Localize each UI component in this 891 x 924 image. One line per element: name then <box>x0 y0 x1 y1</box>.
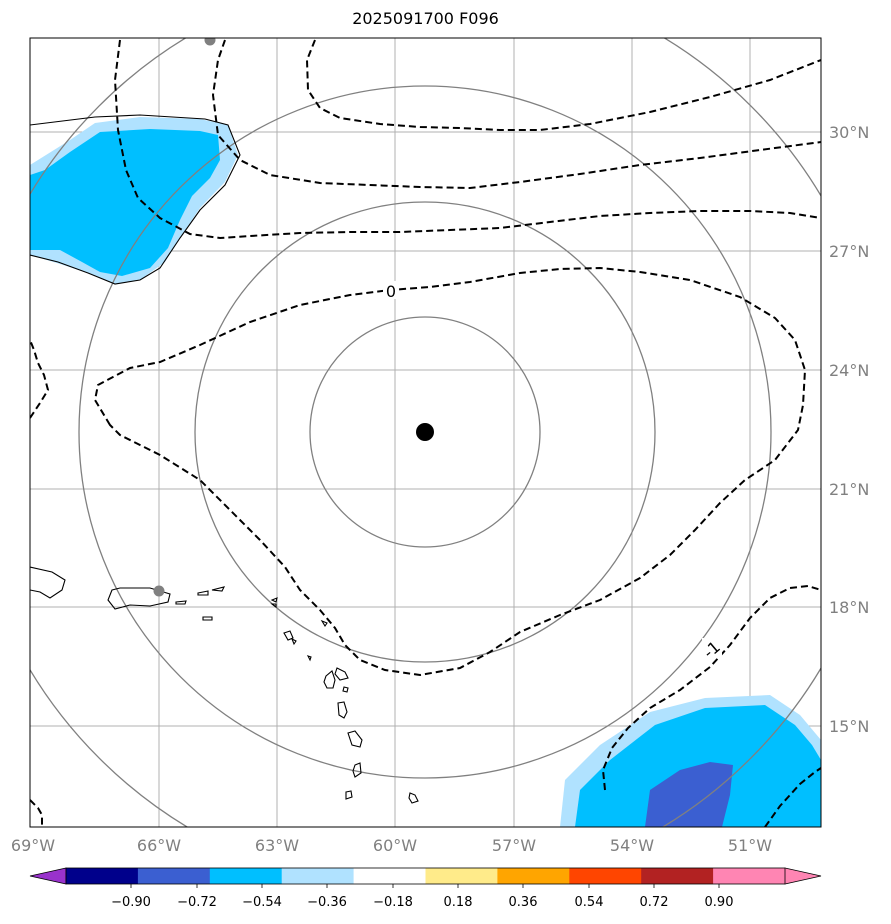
city-marker-bermuda <box>204 38 216 46</box>
plot-title: 2025091700 F096 <box>352 9 499 28</box>
colorbar-segment <box>713 868 786 884</box>
colorbar-segment <box>281 868 355 884</box>
colorbar-tick-label: 0.36 <box>509 895 538 910</box>
colorbar-ticks <box>130 884 720 888</box>
colorbar: −0.90 −0.72 −0.54 −0.36 −0.18 0.18 0.36 … <box>29 867 822 910</box>
colorbar-tick-labels: −0.90 −0.72 −0.54 −0.36 −0.18 0.18 0.36 … <box>111 895 733 910</box>
lat-label: 21°N <box>829 480 869 499</box>
colorbar-segment <box>209 868 283 884</box>
coastlines <box>30 114 419 804</box>
colorbar-tick-label: 0.90 <box>705 895 734 910</box>
lat-label: 15°N <box>829 717 869 736</box>
colorbar-extension-high <box>784 867 822 885</box>
lon-label: 69°W <box>11 836 55 855</box>
lon-label: 57°W <box>492 836 536 855</box>
map-frame <box>29 37 822 828</box>
longitude-labels: 69°W 66°W 63°W 60°W 57°W 54°W 51°W <box>11 836 772 855</box>
colorbar-segment <box>137 868 211 884</box>
colorbar-tick-label: 0.18 <box>444 895 473 910</box>
storm-center-marker <box>416 423 434 441</box>
lon-label: 60°W <box>373 836 417 855</box>
colorbar-segment <box>569 868 642 884</box>
lon-label: 54°W <box>610 836 654 855</box>
lon-label: 51°W <box>728 836 772 855</box>
lat-label: 30°N <box>829 123 869 142</box>
colorbar-tick-label: −0.54 <box>242 895 282 910</box>
colorbar-tick-label: −0.90 <box>111 895 151 910</box>
lat-label: 18°N <box>829 598 869 617</box>
contour-label-zero: 0 <box>386 282 396 301</box>
lat-label: 24°N <box>829 361 869 380</box>
shaded-anomaly-regions <box>30 117 821 827</box>
colorbar-extension-low <box>29 867 67 885</box>
colorbar-segment <box>425 868 498 884</box>
colorbar-segment <box>66 868 139 884</box>
colorbar-segment <box>641 868 714 884</box>
lon-label: 66°W <box>137 836 181 855</box>
dashed-contours <box>30 39 821 827</box>
map-plot-area <box>30 38 821 827</box>
lon-label: 63°W <box>255 836 299 855</box>
colorbar-tick-label: −0.18 <box>373 895 413 910</box>
colorbar-segment <box>353 868 426 884</box>
colorbar-tick-label: 0.54 <box>575 895 604 910</box>
colorbar-tick-label: −0.72 <box>177 895 217 910</box>
colorbar-frame <box>65 867 786 885</box>
lat-label: 27°N <box>829 242 869 261</box>
colorbar-tick-label: −0.36 <box>307 895 347 910</box>
contour-line-0 <box>93 266 807 677</box>
range-rings <box>30 38 821 827</box>
latitude-labels: 30°N 27°N 24°N 21°N 18°N 15°N <box>829 123 869 736</box>
city-marker-san-juan <box>153 585 165 597</box>
colorbar-tick-label: 0.72 <box>640 895 669 910</box>
colorbar-segment <box>497 868 570 884</box>
